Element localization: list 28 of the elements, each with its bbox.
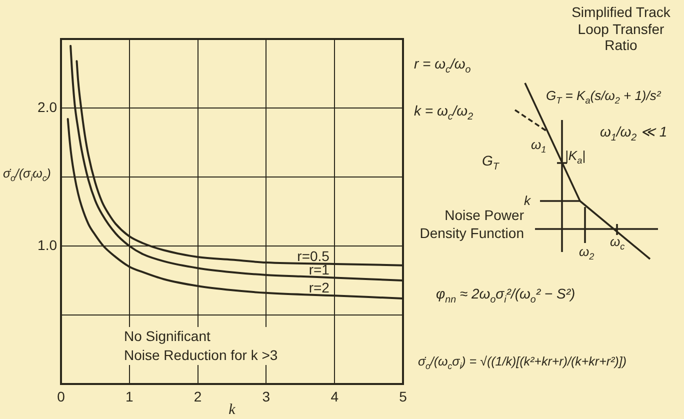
series-label: r=1	[308, 262, 330, 278]
x-tick-label: 3	[262, 388, 270, 404]
text: Simplified Track Loop Transfer Ratio	[572, 4, 670, 54]
x-tick-label: 0	[57, 388, 66, 404]
x-tick-label: 2	[194, 388, 202, 404]
text: G$_{T}$ = K$_{a}$(s/ω$_{2}$ + 1)/s²	[546, 88, 661, 106]
text: ω$_{2}$	[579, 244, 594, 262]
text: φ$_{nn}$ ≈ 2ω$_{o}$σ$_{i}$²/(ω$_{o}$² − S²)	[436, 286, 576, 306]
text: σ̇$_{o}$/(ω$_{c}$σ$_{i}$) = √((1/k)[(k²+kr+r)/(k+kr+r²)])	[418, 354, 627, 372]
y-axis-title: σ̇$_{o}$/(σ$_{i}$ω$_{c}$)	[3, 166, 51, 184]
text: ω$_{1}$	[531, 136, 546, 156]
y-tick-label: 1.0	[38, 236, 58, 253]
x-tick-label: 4	[330, 388, 339, 404]
series-label: r=2	[308, 279, 330, 296]
text: ω$_{1}$/ω$_{2}$ ≪ 1	[600, 124, 668, 144]
text: |K$_{a}$|	[565, 148, 586, 166]
x-axis-title: k	[228, 402, 236, 418]
x-tick-label: 5	[399, 388, 408, 404]
text: k	[524, 193, 530, 209]
text: r = ω$_{c}$/ω$_{o}$	[414, 56, 471, 76]
text: Noise Power Density Function	[420, 206, 524, 242]
text: k = ω$_{c}$/ω$_{2}$	[414, 102, 474, 124]
y-tick-label: 2.0	[38, 98, 58, 115]
series-label: r=0.5	[297, 248, 330, 264]
x-tick-label: 1	[126, 388, 134, 404]
annotation: No Significant Noise Reduction for k >3	[121, 327, 281, 365]
text: G$_{T}$	[482, 152, 499, 174]
text: ω$_{c}$	[610, 234, 625, 252]
